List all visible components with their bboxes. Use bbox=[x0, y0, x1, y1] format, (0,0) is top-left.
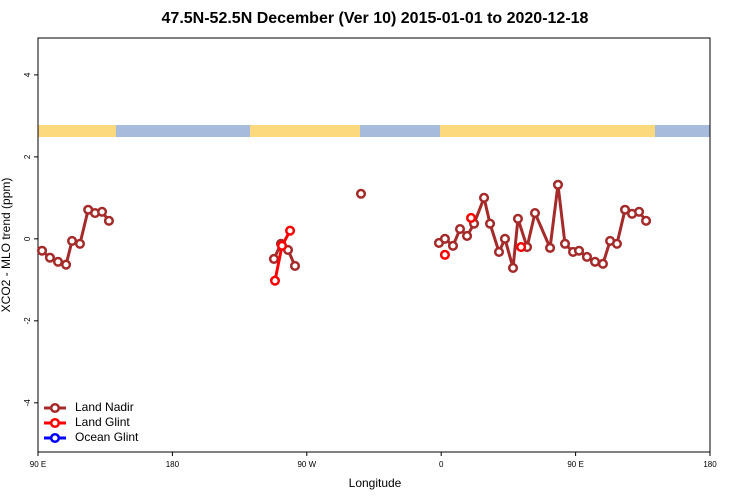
legend-marker bbox=[49, 432, 61, 444]
data-point bbox=[589, 256, 601, 267]
y-tick-label: -2 bbox=[23, 317, 32, 325]
data-point bbox=[285, 225, 296, 236]
data-point bbox=[499, 233, 511, 244]
land-mask-strip bbox=[38, 125, 710, 137]
data-point bbox=[619, 204, 631, 215]
legend-item: Land Glint bbox=[44, 415, 130, 429]
data-point bbox=[97, 206, 108, 217]
data-point bbox=[276, 240, 288, 251]
data-point bbox=[634, 206, 645, 217]
data-point bbox=[44, 252, 55, 263]
legend-marker bbox=[49, 417, 61, 429]
data-point bbox=[641, 215, 652, 226]
data-point bbox=[447, 240, 459, 251]
data-point bbox=[466, 212, 477, 223]
y-tick-label: 4 bbox=[23, 72, 32, 77]
plot-frame bbox=[37, 37, 711, 453]
data-point bbox=[559, 238, 571, 249]
data-point bbox=[355, 188, 367, 199]
data-point bbox=[516, 241, 527, 253]
data-point bbox=[439, 249, 450, 260]
legend-item: Ocean Glint bbox=[44, 430, 139, 444]
x-tick-label: 180 bbox=[166, 460, 180, 469]
x-tick-label: 180 bbox=[703, 460, 717, 469]
data-point bbox=[581, 251, 592, 262]
data-point bbox=[454, 223, 466, 235]
x-tick-label: 90 E bbox=[567, 460, 583, 469]
x-tick-label: 0 bbox=[439, 460, 444, 469]
data-point bbox=[552, 179, 564, 190]
data-point bbox=[66, 235, 78, 246]
data-point bbox=[597, 258, 608, 269]
data-point bbox=[484, 218, 496, 229]
legend-label: Ocean Glint bbox=[75, 430, 139, 444]
data-point bbox=[512, 213, 524, 224]
data-point bbox=[52, 256, 64, 267]
chart-title: 47.5N-52.5N December (Ver 10) 2015-01-01… bbox=[162, 10, 589, 27]
data-point bbox=[529, 207, 541, 219]
x-axis-label: Longitude bbox=[349, 476, 402, 490]
data-point bbox=[573, 245, 585, 256]
y-axis-label: XCO2 - MLO trend (ppm) bbox=[0, 178, 13, 313]
y-tick-label: 2 bbox=[23, 154, 32, 159]
data-point bbox=[493, 246, 505, 258]
legend-label: Land Glint bbox=[75, 415, 130, 429]
data-point bbox=[507, 262, 519, 274]
data-point bbox=[268, 253, 279, 264]
data-point bbox=[269, 275, 281, 286]
legend-item: Land Nadir bbox=[44, 400, 134, 414]
y-tick-label: -4 bbox=[23, 399, 32, 407]
data-point bbox=[545, 242, 556, 253]
x-tick-label: 90 E bbox=[30, 460, 46, 469]
legend-marker bbox=[49, 402, 61, 414]
y-tick-label: 0 bbox=[23, 236, 32, 241]
data-point bbox=[461, 230, 473, 242]
series-line bbox=[41, 184, 648, 269]
data-point bbox=[479, 192, 490, 203]
data-point bbox=[611, 238, 623, 249]
data-point bbox=[36, 245, 48, 256]
data-point bbox=[103, 215, 114, 226]
data-point bbox=[61, 259, 72, 270]
data-point bbox=[289, 260, 301, 271]
x-tick-label: 90 W bbox=[297, 460, 316, 469]
series-line bbox=[275, 231, 521, 281]
data-point bbox=[74, 238, 86, 249]
legend-label: Land Nadir bbox=[75, 400, 134, 414]
data-point bbox=[439, 233, 450, 244]
